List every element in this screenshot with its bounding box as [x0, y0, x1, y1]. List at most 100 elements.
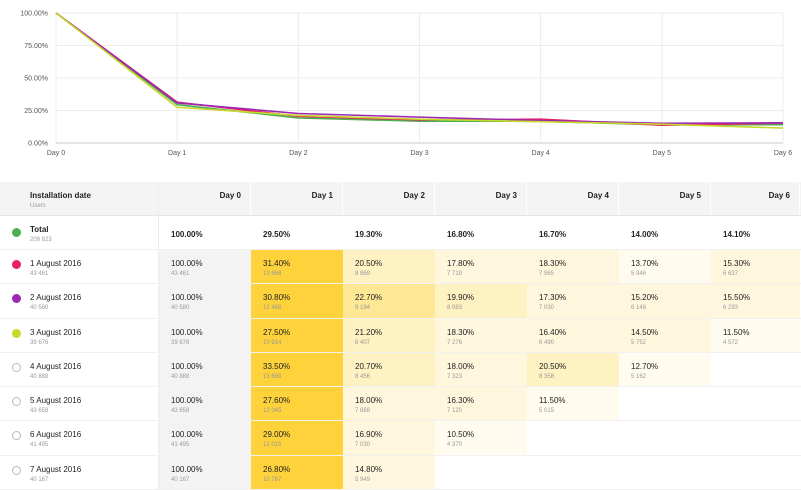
total-series-toggle-icon[interactable]	[12, 228, 21, 237]
series-toggle-icon[interactable]	[12, 397, 21, 407]
retention-cell-day-2[interactable]: 16.90% 7 030	[343, 421, 435, 455]
retention-percent: 30.80%	[263, 293, 291, 303]
retention-cell-day-4[interactable]: 20.50% 8 358	[527, 352, 619, 387]
retention-cell-day-3[interactable]: 19.90% 8 083	[435, 284, 527, 318]
retention-cell-day-1[interactable]: 31.40% 13 668	[251, 250, 343, 284]
retention-cell-day-2[interactable]: 14.80% 5 949	[343, 455, 435, 490]
retention-count: 6 490	[539, 339, 555, 346]
retention-count: 13 668	[263, 271, 282, 277]
cohort-row: 4 August 2016 40 888 100.00% 40 888 33.50% 13…	[0, 352, 801, 388]
cohort-label-cell: 6 August 2016 41 495	[0, 421, 159, 455]
retention-percent: 31.40%	[263, 259, 291, 268]
retention-count: 4 370	[447, 442, 463, 449]
retention-percent: 100.00%	[171, 293, 203, 303]
retention-cell-day-1[interactable]: 26.80% 10 767	[251, 455, 343, 490]
cohort-row: 2 August 2016 40 580 100.00% 40 580 30.80% 12…	[0, 284, 801, 319]
retention-cell-day-0[interactable]: 100.00% 43 461	[159, 250, 251, 284]
retention-count: 43 658	[171, 408, 190, 415]
retention-cell-day-3[interactable]: 18.00% 7 323	[435, 352, 527, 387]
retention-cell-day-4[interactable]: 17.30% 7 030	[527, 284, 619, 318]
retention-cell-day-6[interactable]: 15.50% 6 293	[711, 284, 800, 318]
retention-count: 40 580	[171, 305, 190, 312]
cohort-users: 39 676	[30, 339, 49, 346]
retention-cell-day-1[interactable]: 27.60% 12 045	[251, 387, 343, 421]
x-tick-label: Day 1	[168, 150, 186, 157]
retention-cell-day-0[interactable]: 100.00% 40 580	[159, 284, 251, 318]
retention-cell-day-3[interactable]: 16.30% 7 120	[435, 387, 527, 421]
retention-cell-day-2[interactable]: 20.50% 8 869	[343, 250, 435, 284]
cohort-date: 3 August 2016	[30, 327, 82, 337]
col-header-day-2[interactable]: Day 2	[343, 182, 435, 215]
x-tick-label: Day 2	[289, 150, 307, 157]
cohort-row: 7 August 2016 40 167 100.00% 40 167 26.80% 10…	[0, 455, 801, 490]
series-line-3	[55, 12, 784, 129]
retention-cell-day-0[interactable]: 100.00% 39 676	[159, 318, 251, 352]
retention-percent: 10.50%	[447, 430, 475, 440]
series-toggle-icon[interactable]	[12, 362, 21, 372]
x-tick-label: Day 4	[532, 150, 550, 157]
retention-cell-day-2[interactable]: 20.70% 8 456	[343, 352, 435, 387]
retention-cell-day-3	[435, 456, 527, 489]
cohort-users: 40 167	[30, 476, 49, 483]
x-tick-label: Day 0	[47, 150, 65, 157]
retention-cell-day-1[interactable]: 30.80% 12 488	[251, 284, 343, 318]
retention-cell-day-6	[711, 421, 800, 454]
col-header-day-1[interactable]: Day 1	[251, 182, 343, 215]
retention-count: 40 888	[171, 373, 190, 380]
retention-cell-day-6[interactable]: 11.50% 4 572	[711, 318, 800, 352]
retention-cell-day-1[interactable]: 33.50% 13 688	[251, 352, 343, 387]
series-toggle-icon[interactable]	[12, 260, 21, 269]
cohort-users: 40 580	[30, 305, 49, 312]
cohort-date: 2 August 2016	[30, 293, 82, 303]
retention-cell-day-5[interactable]: 15.20% 6 148	[619, 284, 711, 318]
retention-cell-day-4[interactable]: 11.50% 5 015	[527, 387, 619, 421]
retention-cell-day-3[interactable]: 10.50% 4 370	[435, 421, 527, 455]
series-toggle-icon[interactable]	[12, 294, 21, 304]
retention-cell-day-3[interactable]: 18.30% 7 276	[435, 318, 527, 352]
series-toggle-icon[interactable]	[12, 431, 21, 441]
retention-count: 4 572	[723, 339, 739, 346]
col-header-day-3[interactable]: Day 3	[435, 182, 527, 215]
retention-count: 12 045	[263, 408, 282, 415]
retention-cell-day-1[interactable]: 29.00% 12 015	[251, 421, 343, 455]
retention-cell-day-0[interactable]: 100.00% 40 167	[159, 455, 251, 490]
retention-cell-day-1[interactable]: 27.50% 10 914	[251, 318, 343, 352]
retention-percent: 18.30%	[447, 327, 475, 337]
retention-count: 41 495	[171, 442, 190, 449]
retention-cell-day-6[interactable]: 15.30% 6 637	[711, 250, 800, 284]
retention-cell-day-2[interactable]: 21.20% 8 407	[343, 318, 435, 352]
retention-percent: 17.80%	[447, 259, 475, 268]
retention-count: 9 194	[355, 305, 371, 312]
total-day-4: 16.70%	[539, 230, 567, 239]
retention-percent: 18.00%	[355, 396, 383, 406]
retention-cell-day-2[interactable]: 18.00% 7 868	[343, 387, 435, 421]
installation-date-header[interactable]: Installation date Users	[0, 182, 159, 215]
col-header-day-6[interactable]: Day 6	[711, 182, 800, 215]
retention-cell-day-5[interactable]: 14.50% 5 752	[619, 318, 711, 352]
retention-cell-day-4[interactable]: 18.30% 7 965	[527, 250, 619, 284]
retention-cell-day-0[interactable]: 100.00% 41 495	[159, 421, 251, 455]
series-toggle-icon[interactable]	[12, 328, 21, 338]
retention-cell-day-5[interactable]: 13.70% 5 946	[619, 250, 711, 284]
series-toggle-icon[interactable]	[12, 465, 21, 475]
retention-cell-day-5[interactable]: 12.70% 5 162	[619, 352, 711, 387]
cohort-date: 7 August 2016	[30, 464, 82, 474]
retention-percent: 11.50%	[723, 327, 750, 337]
retention-percent: 100.00%	[171, 430, 203, 440]
retention-cell-day-0[interactable]: 100.00% 40 888	[159, 352, 251, 387]
retention-count: 12 015	[263, 442, 282, 449]
cohort-label-cell: 1 August 2016 43 461	[0, 250, 159, 284]
cohort-label-cell: 3 August 2016 39 676	[0, 318, 159, 352]
retention-percent: 16.40%	[539, 327, 567, 337]
retention-cell-day-4[interactable]: 16.40% 6 490	[527, 318, 619, 352]
retention-count: 13 688	[263, 373, 282, 380]
col-header-day-5[interactable]: Day 5	[619, 182, 711, 215]
col-header-day-0[interactable]: Day 0	[159, 182, 251, 215]
retention-cell-day-3[interactable]: 17.80% 7 719	[435, 250, 527, 284]
retention-percent: 27.60%	[263, 396, 291, 406]
retention-percent: 14.80%	[355, 464, 383, 474]
retention-cell-day-2[interactable]: 22.70% 9 194	[343, 284, 435, 318]
retention-percent: 15.50%	[723, 293, 751, 303]
retention-cell-day-0[interactable]: 100.00% 43 658	[159, 387, 251, 421]
col-header-day-4[interactable]: Day 4	[527, 182, 619, 215]
